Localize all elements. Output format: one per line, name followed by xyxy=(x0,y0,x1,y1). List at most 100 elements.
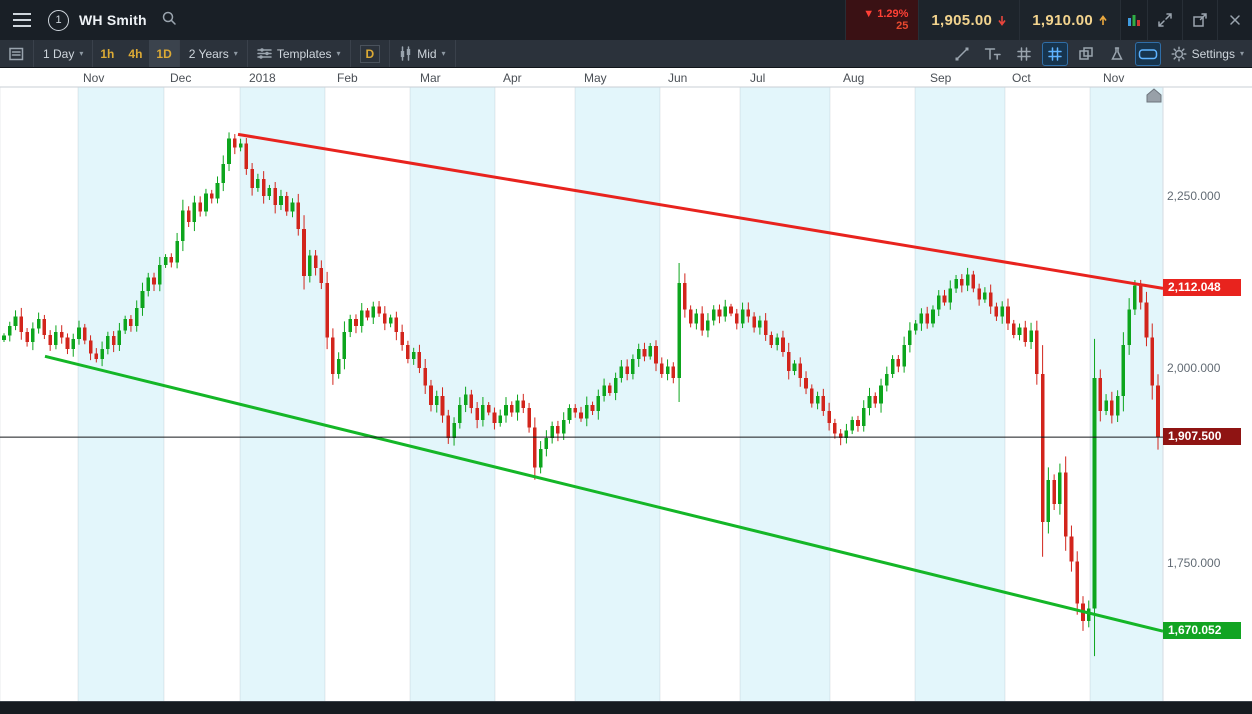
box-tool-icon[interactable] xyxy=(1134,41,1161,66)
candle xyxy=(625,366,629,374)
candle xyxy=(752,316,756,328)
candle xyxy=(1098,378,1103,411)
settings-dropdown[interactable]: Settings ▾ xyxy=(1167,45,1244,62)
period-value: 1 Day xyxy=(43,46,75,61)
change-down-triangle-icon: ▼ xyxy=(863,8,875,20)
candle xyxy=(233,138,237,148)
candle xyxy=(2,335,6,340)
candle xyxy=(1121,344,1126,396)
chart-link-group-icon[interactable]: 1 xyxy=(48,9,69,31)
candle xyxy=(244,143,249,169)
candle xyxy=(440,395,445,416)
candle xyxy=(763,320,768,335)
chart-style-value: Mid xyxy=(417,46,437,61)
expand-icon[interactable] xyxy=(1147,0,1182,40)
candle xyxy=(377,306,381,314)
chart-style-dropdown[interactable]: Mid ▾ xyxy=(390,40,456,67)
timeframe-4h-button[interactable]: 4h xyxy=(128,46,143,61)
chevron-down-icon: ▾ xyxy=(233,49,238,58)
grid-tool-icon[interactable] xyxy=(1012,43,1036,65)
candle xyxy=(775,337,779,345)
candle xyxy=(48,334,52,345)
watchlist-icon-button[interactable] xyxy=(0,40,34,67)
menu-icon[interactable] xyxy=(0,0,44,40)
candle xyxy=(221,163,226,184)
chevron-down-icon: ▾ xyxy=(1239,49,1244,58)
templates-dropdown[interactable]: Templates ▾ xyxy=(248,40,351,67)
candle xyxy=(1144,302,1149,338)
popout-icon[interactable] xyxy=(1182,0,1217,40)
candle xyxy=(561,419,566,434)
candle xyxy=(740,309,745,324)
chart-region[interactable]: Nov Dec 2018 Feb Mar Apr May Jun Jul Aug Sep Oct Nov… xyxy=(0,68,1252,701)
candle xyxy=(100,349,104,360)
candle xyxy=(238,143,243,148)
text-tool-icon[interactable] xyxy=(981,43,1005,65)
candle xyxy=(302,228,306,277)
candle xyxy=(181,210,185,241)
close-icon[interactable] xyxy=(1217,0,1252,40)
candle xyxy=(475,407,479,420)
flask-tool-icon[interactable] xyxy=(1105,43,1129,65)
candle xyxy=(810,388,814,404)
candle xyxy=(279,196,283,206)
grid-snap-tool-icon[interactable] xyxy=(1041,41,1068,66)
candlestick-chart[interactable] xyxy=(0,68,1252,701)
timeframe-1d-button[interactable]: 1D xyxy=(149,40,180,67)
candle xyxy=(296,202,301,229)
candle xyxy=(429,385,433,405)
mini-chart-icon[interactable] xyxy=(1120,0,1147,40)
candle xyxy=(175,240,179,263)
trendline-support[interactable] xyxy=(44,354,1164,633)
candle xyxy=(458,404,462,424)
candle xyxy=(844,430,849,439)
candle xyxy=(671,366,676,379)
candle xyxy=(209,193,214,199)
candle xyxy=(54,331,58,345)
candle xyxy=(434,395,439,405)
trendline-resistance[interactable] xyxy=(237,132,1164,290)
candle xyxy=(290,202,295,212)
candle xyxy=(515,400,520,413)
sell-price-button[interactable]: 1,905.00 xyxy=(918,0,1020,40)
templates-label: Templates xyxy=(276,46,332,61)
candle xyxy=(936,295,941,310)
candle xyxy=(336,359,341,374)
chart-end-marker[interactable] xyxy=(1146,88,1162,108)
current-price-label: 1,907.500 xyxy=(1163,428,1241,446)
candle xyxy=(7,326,12,336)
candle xyxy=(1075,561,1080,604)
candle xyxy=(106,336,110,350)
timeframe-1h-button[interactable]: 1h xyxy=(100,46,115,61)
candlestick-icon xyxy=(401,46,411,61)
candle xyxy=(77,327,81,340)
candle xyxy=(267,188,272,196)
range-dropdown[interactable]: 2 Years ▾ xyxy=(180,40,248,67)
candle xyxy=(694,313,699,324)
candle xyxy=(129,319,133,327)
candle xyxy=(117,330,122,345)
candle xyxy=(665,366,670,374)
candle xyxy=(550,426,554,439)
candle xyxy=(1052,480,1056,505)
period-letter-button[interactable]: D xyxy=(351,40,391,67)
candle xyxy=(729,306,733,314)
candle xyxy=(394,317,399,332)
candle xyxy=(261,179,266,196)
candle xyxy=(533,427,537,468)
compare-layouts-icon[interactable] xyxy=(1074,43,1098,65)
buy-price-button[interactable]: 1,910.00 xyxy=(1019,0,1120,40)
candle xyxy=(642,349,647,357)
candle xyxy=(509,404,514,413)
search-icon[interactable] xyxy=(161,10,177,31)
candle xyxy=(850,419,854,431)
trendline-tool-icon[interactable] xyxy=(950,43,974,65)
period-letter: D xyxy=(359,44,381,63)
candle xyxy=(273,188,277,206)
candle xyxy=(602,385,606,396)
period-dropdown[interactable]: 1 Day ▾ xyxy=(34,40,94,67)
candle xyxy=(879,385,883,404)
candle xyxy=(988,292,993,307)
candle xyxy=(227,138,231,164)
candle xyxy=(388,317,393,324)
